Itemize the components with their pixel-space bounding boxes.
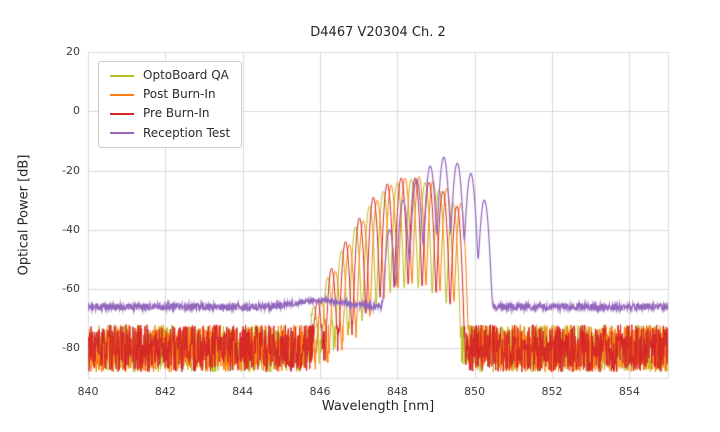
legend-line-swatch (110, 93, 134, 96)
legend-label: OptoBoard QA (143, 68, 229, 82)
x-tick-label: 840 (77, 385, 99, 398)
y-axis-label: Optical Power [dB] (16, 154, 32, 276)
chart-title: D4467 V20304 Ch. 2 (310, 25, 446, 40)
y-tick-label: 0 (73, 104, 80, 118)
y-tick-label: -60 (62, 282, 80, 296)
legend-line-swatch (110, 74, 134, 77)
legend-line-swatch (110, 132, 134, 135)
legend-item: Reception Test (110, 125, 231, 140)
legend-label: Pre Burn-In (143, 106, 210, 121)
y-tick-label: -40 (62, 222, 80, 236)
x-tick-label: 842 (154, 385, 176, 398)
legend-label: Post Burn-In (143, 87, 216, 102)
legend-line-swatch (110, 112, 134, 115)
legend-item: OptoBoard QA (110, 68, 230, 82)
y-tick-label: 20 (66, 45, 80, 58)
x-tick-label: 854 (618, 385, 640, 398)
x-tick-label: 848 (386, 385, 408, 398)
legend: OptoBoard QA Post Burn-In Pre Burn-In Recep… (98, 61, 243, 148)
x-tick-label: 846 (309, 385, 331, 398)
y-tick-label: -20 (62, 163, 80, 177)
x-tick-label: 852 (541, 385, 563, 398)
x-tick-label: 844 (232, 385, 254, 398)
y-tick-label: -80 (62, 341, 80, 355)
legend-item: Post Burn-In (110, 87, 230, 102)
legend-label: Reception Test (143, 125, 231, 140)
legend-item: Pre Burn-In (110, 107, 230, 120)
x-axis-label: Wavelength [nm] (321, 399, 435, 414)
x-tick-label: 850 (464, 385, 486, 398)
